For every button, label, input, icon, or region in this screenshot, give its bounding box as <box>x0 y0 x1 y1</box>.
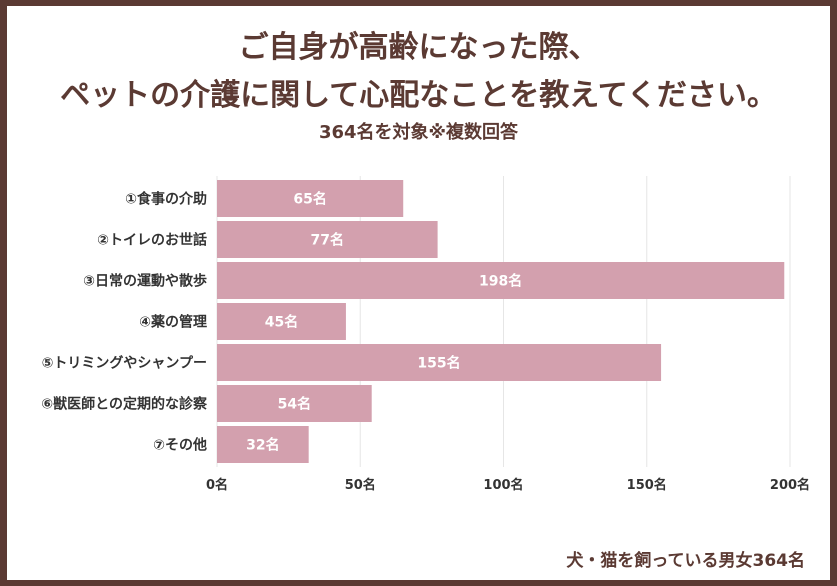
category-label: ③日常の運動や散歩 <box>83 273 207 290</box>
bar-data-label: 54名 <box>278 396 311 413</box>
bar-data-label: 65名 <box>293 191 326 208</box>
bar-data-label: 155名 <box>417 355 460 372</box>
category-label: ⑥獣医師との定期的な診察 <box>41 396 208 413</box>
category-label: ⑦その他 <box>153 437 207 454</box>
category-label: ①食事の介助 <box>125 191 207 208</box>
bar-data-label: 45名 <box>265 314 298 331</box>
footer-note: 犬・猫を飼っている男女364名 <box>566 551 805 571</box>
bar <box>217 426 309 463</box>
category-label: ②トイレのお世話 <box>97 232 207 249</box>
category-label: ⑤トリミングやシャンプー <box>42 355 207 372</box>
bar <box>217 385 372 422</box>
bar <box>217 344 662 381</box>
x-tick-label: 0名 <box>206 477 228 493</box>
bar <box>217 262 785 299</box>
bar <box>217 221 438 258</box>
x-tick-label: 100名 <box>483 477 523 493</box>
chart-subtitle: 364名を対象※複数回答 <box>318 122 519 143</box>
bar <box>217 180 404 217</box>
bar-data-label: 77名 <box>311 232 344 249</box>
bar-data-label: 32名 <box>246 437 279 454</box>
x-tick-label: 150名 <box>627 477 667 493</box>
category-label: ④薬の管理 <box>139 314 207 331</box>
x-tick-label: 200名 <box>770 477 810 493</box>
x-tick-label: 50名 <box>345 477 376 493</box>
bar-data-label: 198名 <box>479 273 522 290</box>
chart-title-line1: ご自身が高齢になった際、 <box>238 30 599 65</box>
chart-title-line2: ペットの介護に関して心配なことを教えてください。 <box>60 78 777 113</box>
bar <box>217 303 346 340</box>
